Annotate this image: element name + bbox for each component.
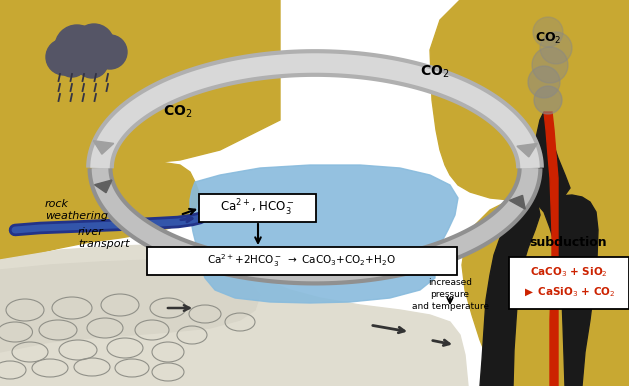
Text: river
transport: river transport — [78, 227, 130, 249]
Text: subduction: subduction — [529, 235, 607, 249]
Circle shape — [533, 17, 563, 47]
Polygon shape — [0, 162, 200, 260]
Circle shape — [76, 46, 108, 78]
Polygon shape — [480, 205, 540, 386]
Polygon shape — [518, 112, 570, 215]
Circle shape — [46, 39, 82, 75]
Polygon shape — [538, 195, 598, 386]
Polygon shape — [430, 0, 629, 200]
Polygon shape — [0, 245, 468, 386]
Polygon shape — [94, 180, 112, 193]
Polygon shape — [0, 260, 260, 352]
Polygon shape — [517, 144, 537, 157]
Polygon shape — [544, 112, 558, 386]
Text: CO$_2$: CO$_2$ — [535, 30, 561, 46]
Text: CaCO$_3$ + SiO$_2$: CaCO$_3$ + SiO$_2$ — [530, 265, 608, 279]
FancyBboxPatch shape — [147, 247, 457, 275]
Polygon shape — [462, 188, 629, 386]
Circle shape — [540, 32, 572, 64]
Text: rock
weathering: rock weathering — [45, 199, 108, 221]
Polygon shape — [190, 165, 458, 303]
Text: CO$_2$: CO$_2$ — [420, 64, 450, 80]
Circle shape — [528, 66, 560, 98]
Polygon shape — [93, 141, 114, 154]
FancyBboxPatch shape — [199, 194, 316, 222]
Circle shape — [93, 35, 127, 69]
Text: CO$_2$: CO$_2$ — [164, 104, 192, 120]
FancyBboxPatch shape — [509, 257, 629, 309]
Circle shape — [55, 25, 99, 69]
Circle shape — [532, 47, 568, 83]
Polygon shape — [0, 0, 280, 182]
Circle shape — [534, 86, 562, 114]
Text: $\blacktriangleright$ CaSiO$_3$ + CO$_2$: $\blacktriangleright$ CaSiO$_3$ + CO$_2$ — [522, 285, 616, 299]
Text: increased
pressure
and temperature: increased pressure and temperature — [411, 278, 489, 311]
Polygon shape — [509, 195, 525, 209]
Circle shape — [74, 24, 114, 64]
Text: Ca$^{2+}$, HCO$_3^-$: Ca$^{2+}$, HCO$_3^-$ — [220, 198, 295, 218]
Text: Ca$^{2+}$+2HCO$_3^-$ $\rightarrow$ CaCO$_3$+CO$_2$+H$_2$O: Ca$^{2+}$+2HCO$_3^-$ $\rightarrow$ CaCO$… — [208, 252, 396, 269]
Circle shape — [57, 47, 87, 77]
